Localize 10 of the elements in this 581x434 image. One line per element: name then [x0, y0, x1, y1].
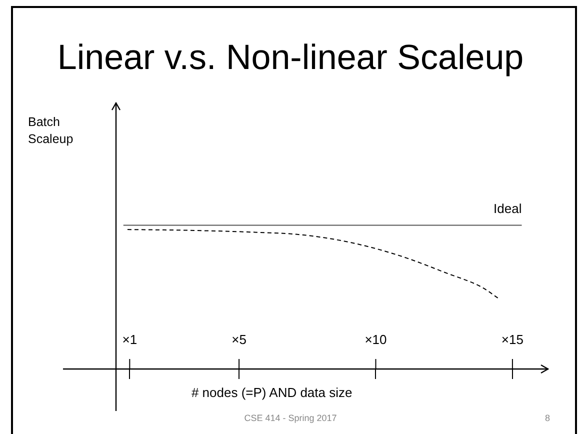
x-tick-label: ×5 [232, 332, 246, 347]
series-label: Ideal [494, 201, 522, 216]
x-tick-label: ×15 [501, 332, 524, 347]
text: CSE 414 - Spring 2017 [244, 413, 337, 423]
x-tick-label: ×10 [364, 332, 387, 347]
text: 8 [544, 413, 550, 423]
x-axis-title: # nodes (=P) AND data size [191, 385, 352, 400]
text: Batch Scaleup [28, 114, 74, 148]
chart-title: Linear v.s. Non-linear Scaleup [56, 38, 525, 78]
x-tick-label: ×1 [122, 332, 138, 347]
